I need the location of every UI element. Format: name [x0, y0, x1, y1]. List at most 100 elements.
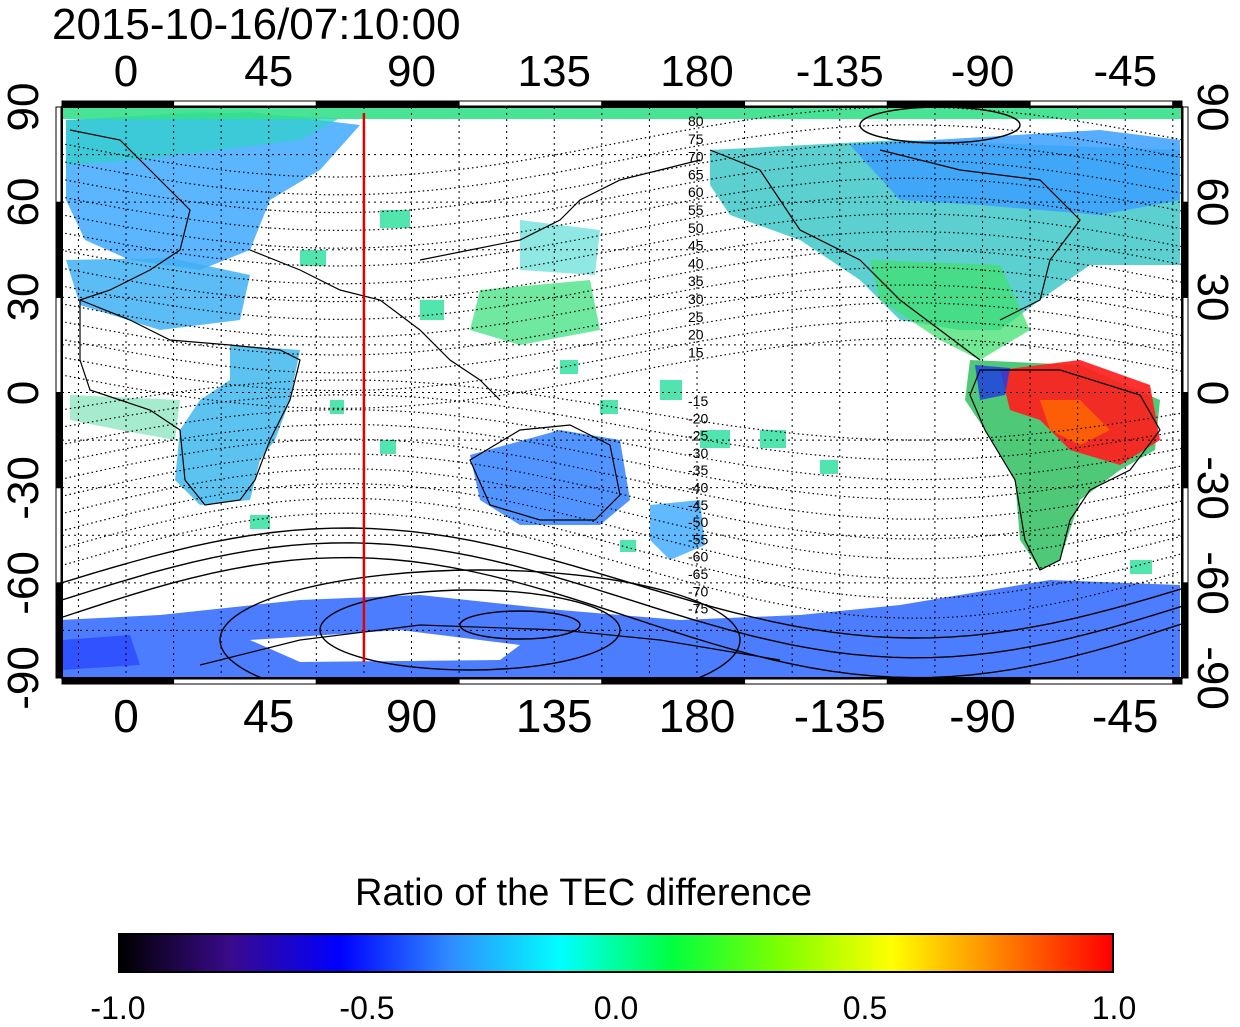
- contour-label: 25: [688, 309, 704, 325]
- contour-label: -30: [688, 445, 708, 461]
- contour-label: 35: [688, 273, 704, 289]
- contour-line: [62, 453, 1182, 540]
- pole-contour: [219, 569, 741, 678]
- contour-line: [62, 542, 1182, 659]
- top-longitude-label: 0: [113, 47, 139, 96]
- bottom-longitude-label: -45: [1092, 690, 1159, 742]
- frame-band: [1182, 487, 1189, 584]
- frame-band: [55, 487, 62, 584]
- tec-data-patches: [62, 107, 1182, 678]
- contour-label: -35: [688, 462, 708, 478]
- contour-line: [62, 527, 1182, 639]
- frame-band: [1172, 678, 1183, 685]
- top-longitude-label: 45: [244, 47, 294, 96]
- frame-band: [1182, 106, 1189, 203]
- contour-label: 60: [688, 184, 704, 200]
- contour-line: [62, 497, 1182, 600]
- contour-label: -60: [688, 549, 708, 565]
- colorbar-tick-label: 1.0: [1091, 990, 1137, 1026]
- pole-contour: [319, 589, 621, 671]
- contour-label: 55: [688, 202, 704, 218]
- contour-label: -65: [688, 566, 708, 582]
- frame-band: [55, 296, 62, 394]
- pole-contour: [459, 610, 581, 640]
- bottom-longitude-label: 0: [113, 690, 139, 742]
- contour-line: [62, 468, 1182, 560]
- coastlines: [69, 129, 1161, 666]
- contour-label: 65: [688, 166, 704, 182]
- contour-line: [62, 556, 1182, 678]
- frame-band: [315, 678, 460, 685]
- frame-band: [55, 201, 62, 298]
- contour-label: 75: [688, 131, 704, 147]
- frame-band: [173, 100, 317, 107]
- contour-line: [62, 438, 1182, 520]
- contour-label: -50: [688, 514, 708, 530]
- top-longitude-label: -135: [795, 47, 884, 96]
- bottom-longitude-label: 45: [243, 690, 295, 742]
- bottom-longitude-label: 135: [515, 690, 593, 742]
- contour-label: 20: [688, 327, 704, 343]
- frame-band: [55, 106, 62, 203]
- contour-line: [62, 512, 1182, 619]
- frame-band: [1029, 100, 1174, 107]
- frame-band: [61, 678, 175, 685]
- frame-band: [1182, 296, 1189, 394]
- contour-label: -25: [688, 428, 708, 444]
- colorbar-tick-label: -1.0: [90, 990, 146, 1026]
- contour-line: [62, 423, 1182, 501]
- top-longitude-label: 90: [387, 47, 436, 96]
- contour-label: 45: [688, 238, 704, 254]
- colorbar-tick-label: 0.0: [593, 990, 639, 1026]
- contour-label: -55: [688, 531, 708, 547]
- frame-band: [601, 678, 746, 685]
- contour-label: 40: [688, 255, 704, 271]
- bottom-longitude-label: 180: [658, 690, 736, 742]
- colorbar-tick-label: 0.5: [842, 990, 888, 1026]
- bottom-longitude-label: 90: [385, 690, 438, 742]
- top-longitude-label: -90: [950, 47, 1015, 96]
- frame-band: [458, 100, 603, 107]
- frame-band: [1182, 201, 1189, 298]
- contour-label: 30: [688, 291, 704, 307]
- pole-contour: [859, 107, 1021, 144]
- contour-label: -70: [688, 583, 708, 599]
- contour-line: [62, 482, 1182, 580]
- map-frame: [61, 106, 1183, 679]
- colorbar: [118, 933, 1114, 973]
- top-longitude-label: 135: [517, 47, 591, 96]
- tec-map: 8075706560555045403530252015-15-20-25-30…: [55, 100, 1189, 685]
- frame-band: [886, 100, 1031, 107]
- frame-band: [55, 392, 62, 489]
- map-timestamp: 2015-10-16/07:10:00: [52, 0, 461, 49]
- colorbar-title: Ratio of the TEC difference: [355, 872, 812, 914]
- frame-band: [886, 678, 1031, 685]
- frame-band: [61, 100, 175, 107]
- geomagnetic-contours: 8075706560555045403530252015-15-20-25-30…: [62, 107, 1182, 678]
- frame-band: [1029, 678, 1174, 685]
- contour-label: 80: [688, 113, 704, 129]
- contour-label: 50: [688, 220, 704, 236]
- frame-band: [315, 100, 460, 107]
- frame-band: [1182, 582, 1189, 679]
- top-longitude-label: -45: [1093, 47, 1158, 96]
- colorbar-tick-label: -0.5: [339, 990, 395, 1026]
- bottom-longitude-label: -90: [949, 690, 1016, 742]
- frame-band: [744, 678, 888, 685]
- frame-band: [744, 100, 888, 107]
- contour-label: -40: [688, 480, 708, 496]
- frame-band: [1172, 100, 1183, 107]
- frame-band: [55, 582, 62, 679]
- contour-label: -45: [688, 497, 708, 513]
- frame-band: [173, 678, 317, 685]
- bottom-longitude-label: -135: [793, 690, 886, 742]
- map-frame-ticks: [55, 100, 1189, 685]
- frame-band: [601, 100, 746, 107]
- contour-label: 15: [688, 344, 704, 360]
- top-longitude-label: 180: [660, 47, 734, 96]
- contour-label: -15: [688, 393, 708, 409]
- contour-label: -20: [688, 410, 708, 426]
- frame-band: [1182, 392, 1189, 489]
- contour-label: -75: [688, 601, 708, 617]
- frame-band: [458, 678, 603, 685]
